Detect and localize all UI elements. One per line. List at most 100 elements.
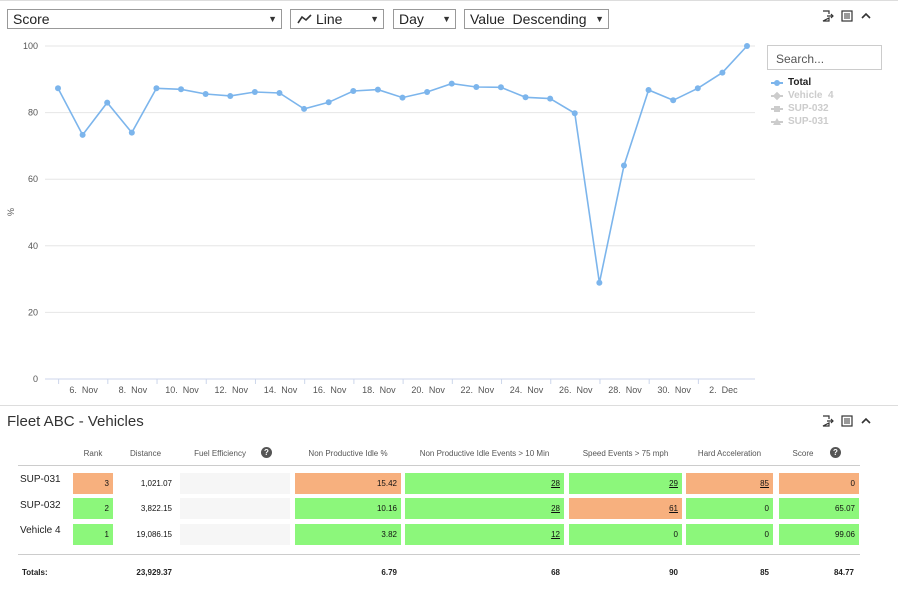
data-point[interactable] — [497, 84, 504, 91]
legend-item-sup-032[interactable]: SUP-032 — [771, 102, 834, 115]
cell-speed-events-link[interactable]: 61 — [569, 498, 682, 519]
section-divider — [0, 405, 898, 406]
data-point[interactable] — [571, 110, 578, 117]
x-tick-label: 2. Dec — [709, 385, 738, 395]
chevron-down-icon: ▼ — [595, 14, 604, 24]
legend-search-input[interactable]: Search... — [767, 45, 882, 70]
data-point[interactable] — [620, 162, 627, 169]
chart-type-select-value: Line — [316, 11, 343, 27]
cell-rank: 3 — [73, 473, 113, 494]
data-point[interactable] — [79, 131, 86, 138]
data-point[interactable] — [547, 95, 554, 102]
chevron-down-icon: ▼ — [442, 14, 451, 24]
chart-type-select[interactable]: Line ▼ — [290, 9, 384, 29]
data-point[interactable] — [276, 89, 283, 96]
data-point[interactable] — [202, 90, 209, 97]
metric-select[interactable]: Score ▼ — [7, 9, 282, 29]
table-view-icon[interactable] — [841, 10, 853, 22]
data-point[interactable] — [153, 85, 160, 92]
x-tick-label: 20. Nov — [411, 385, 445, 395]
data-point[interactable] — [744, 43, 750, 49]
col-header-score[interactable]: Score — [792, 449, 814, 458]
data-point[interactable] — [374, 86, 381, 93]
export-icon[interactable] — [822, 10, 834, 22]
data-point[interactable] — [473, 83, 480, 90]
cell-speed-events-link[interactable]: 29 — [569, 473, 682, 494]
cell-npi-pct: 3.82 — [295, 524, 401, 545]
data-point[interactable] — [522, 94, 529, 101]
col-header-non-productive-idle-pct[interactable]: Non Productive Idle % — [308, 449, 388, 458]
cell-score: 0 — [779, 473, 859, 494]
cell-idle-events-link[interactable]: 12 — [405, 524, 564, 545]
export-icon[interactable] — [822, 415, 834, 427]
legend-label: Vehicle 4 — [788, 90, 834, 101]
cell-idle-events-link[interactable]: 28 — [405, 498, 564, 519]
cell-speed-events: 0 — [569, 524, 682, 545]
legend: Total Vehicle 4 SUP-032 SUP-031 — [771, 76, 834, 128]
x-tick-label: 24. Nov — [510, 385, 544, 395]
data-point[interactable] — [694, 85, 701, 92]
data-point[interactable] — [719, 69, 726, 76]
table-header-border — [18, 465, 860, 466]
data-point[interactable] — [55, 85, 61, 92]
totals-label: Totals: — [22, 568, 48, 577]
legend-item-vehicle-4[interactable]: Vehicle 4 — [771, 89, 834, 102]
col-header-distance[interactable]: Distance — [129, 449, 162, 458]
col-header-fuel-efficiency[interactable]: Fuel Efficiency — [194, 449, 246, 458]
metric-select-value: Score — [13, 11, 50, 27]
col-header-speed-events[interactable]: Speed Events > 75 mph — [582, 449, 669, 458]
data-point[interactable] — [227, 92, 234, 99]
col-header-hard-acceleration[interactable]: Hard Acceleration — [697, 449, 762, 458]
data-point[interactable] — [670, 97, 677, 104]
data-point[interactable] — [424, 88, 431, 95]
period-select[interactable]: Day ▼ — [393, 9, 456, 29]
x-tick-label: 18. Nov — [362, 385, 396, 395]
period-select-value: Day — [399, 11, 424, 27]
help-icon[interactable]: ? — [830, 447, 841, 458]
legend-item-total[interactable]: Total — [771, 76, 834, 89]
cell-hard-accel-link[interactable]: 85 — [686, 473, 773, 494]
chevron-down-icon: ▼ — [268, 14, 277, 24]
data-point[interactable] — [325, 99, 332, 106]
data-point[interactable] — [128, 129, 135, 136]
data-point[interactable] — [645, 86, 652, 93]
legend-label: Total — [788, 77, 812, 88]
data-point[interactable] — [301, 105, 308, 112]
total-idle-events: 68 — [551, 568, 560, 577]
help-icon[interactable]: ? — [261, 447, 272, 458]
y-tick-label: 40 — [28, 241, 38, 251]
sort-select[interactable]: Value Descending ▼ — [464, 9, 609, 29]
x-tick-label: 22. Nov — [461, 385, 495, 395]
chart-view-icon[interactable] — [841, 415, 853, 427]
cell-npi-pct: 15.42 — [295, 473, 401, 494]
row-name-sup-032[interactable]: SUP-032 — [20, 500, 61, 511]
cell-fuel-efficiency — [180, 473, 290, 494]
collapse-chevron-icon[interactable] — [860, 10, 872, 22]
col-header-rank[interactable]: Rank — [83, 449, 103, 458]
cell-fuel-efficiency — [180, 524, 290, 545]
col-header-idle-events[interactable]: Non Productive Idle Events > 10 Min — [419, 449, 550, 458]
data-point[interactable] — [178, 86, 185, 93]
x-tick-label: 12. Nov — [214, 385, 248, 395]
data-point[interactable] — [104, 99, 111, 106]
cell-idle-events-link[interactable]: 28 — [405, 473, 564, 494]
y-axis-label: % — [6, 208, 16, 216]
y-tick-label: 60 — [28, 174, 38, 184]
data-point[interactable] — [448, 80, 455, 87]
legend-item-sup-031[interactable]: SUP-031 — [771, 115, 834, 128]
data-point[interactable] — [596, 279, 603, 286]
cell-fuel-efficiency — [180, 498, 290, 519]
data-point[interactable] — [399, 94, 406, 101]
cell-distance: 1,021.07 — [118, 473, 176, 494]
row-name-vehicle-4[interactable]: Vehicle 4 — [20, 525, 61, 536]
cell-hard-accel: 0 — [686, 498, 773, 519]
line-chart-icon — [297, 14, 312, 24]
total-distance: 23,929.37 — [136, 568, 172, 577]
y-tick-label: 20 — [28, 307, 38, 317]
row-name-sup-031[interactable]: SUP-031 — [20, 474, 61, 485]
data-point[interactable] — [251, 88, 258, 95]
collapse-chevron-icon[interactable] — [860, 415, 872, 427]
cell-distance: 3,822.15 — [118, 498, 176, 519]
x-tick-label: 6. Nov — [69, 385, 98, 395]
data-point[interactable] — [350, 87, 357, 94]
